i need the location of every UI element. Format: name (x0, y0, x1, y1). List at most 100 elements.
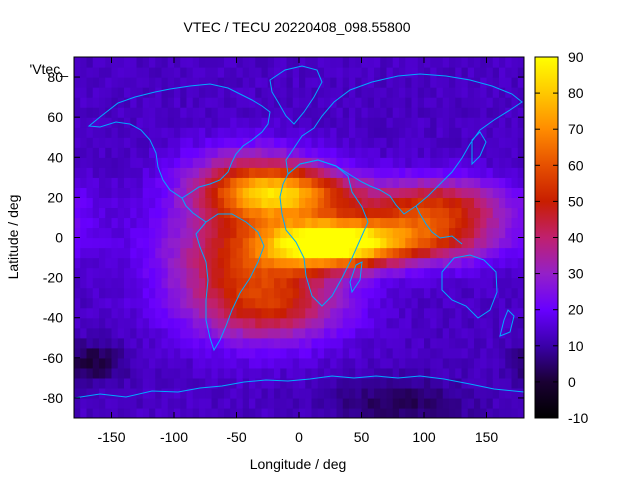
vtec-cell (374, 217, 381, 229)
vtec-cell (405, 397, 413, 409)
vtec-cell (474, 177, 481, 188)
vtec-cell (436, 97, 444, 108)
vtec-cell (486, 157, 494, 168)
vtec-cell (167, 337, 175, 349)
vtec-cell (430, 177, 438, 188)
vtec-cell (149, 177, 156, 188)
vtec-cell (167, 157, 175, 168)
vtec-cell (299, 177, 306, 188)
vtec-cell (105, 157, 113, 168)
vtec-cell (130, 57, 138, 68)
vtec-cell (186, 117, 194, 128)
vtec-cell (449, 147, 456, 158)
vtec-cell (261, 237, 269, 249)
vtec-cell (211, 137, 219, 148)
vtec-cell (486, 87, 494, 98)
vtec-cell (174, 67, 181, 78)
vtec-cell (199, 397, 206, 409)
vtec-cell (386, 397, 394, 409)
vtec-cell (292, 217, 300, 229)
vtec-cell (199, 117, 206, 128)
vtec-cell (224, 397, 231, 409)
vtec-cell (342, 407, 350, 418)
vtec-cell (230, 227, 238, 239)
vtec-cell (386, 317, 394, 329)
vtec-cell (86, 387, 94, 399)
vtec-cell (430, 407, 438, 418)
vtec-cell (180, 67, 188, 78)
vtec-cell (311, 217, 319, 229)
vtec-cell (249, 177, 256, 188)
vtec-cell (330, 407, 338, 418)
vtec-cell (374, 167, 381, 178)
vtec-cell (380, 247, 388, 259)
vtec-cell (367, 257, 375, 269)
vtec-cell (86, 377, 94, 389)
vtec-cell (449, 357, 456, 369)
vtec-cell (517, 67, 524, 78)
vtec-cell (467, 337, 475, 349)
vtec-cell (486, 57, 494, 68)
vtec-cell (399, 397, 406, 409)
vtec-cell (430, 287, 438, 299)
vtec-cell (155, 127, 163, 138)
vtec-cell (111, 187, 119, 198)
vtec-cell (461, 217, 469, 229)
vtec-cell (386, 367, 394, 379)
vtec-cell (130, 87, 138, 98)
vtec-cell (255, 207, 263, 219)
vtec-cell (405, 267, 413, 279)
vtec-cell (417, 347, 425, 359)
vtec-cell (305, 247, 313, 259)
vtec-cell (411, 187, 419, 198)
vtec-cell (474, 397, 481, 409)
vtec-cell (361, 167, 369, 178)
vtec-cell (224, 227, 231, 239)
vtec-cell (286, 187, 294, 198)
vtec-cell (217, 147, 225, 158)
vtec-cell (486, 147, 494, 158)
vtec-cell (111, 67, 119, 78)
vtec-cell (480, 97, 488, 108)
vtec-cell (505, 77, 513, 88)
vtec-cell (455, 227, 463, 239)
vtec-cell (436, 197, 444, 209)
vtec-cell (455, 407, 463, 418)
vtec-cell (261, 277, 269, 289)
vtec-cell (130, 337, 138, 349)
vtec-cell (217, 347, 225, 359)
vtec-cell (217, 207, 225, 219)
vtec-cell (480, 77, 488, 88)
vtec-cell (130, 327, 138, 339)
vtec-cell (492, 357, 500, 369)
vtec-cell (486, 267, 494, 279)
vtec-cell (142, 157, 150, 168)
vtec-cell (505, 387, 513, 399)
vtec-cell (367, 377, 375, 389)
vtec-cell (255, 57, 263, 68)
vtec-cell (86, 207, 94, 219)
vtec-cell (405, 97, 413, 108)
vtec-cell (230, 327, 238, 339)
vtec-cell (74, 407, 81, 418)
vtec-cell (274, 367, 281, 379)
vtec-cell (405, 257, 413, 269)
vtec-cell (367, 317, 375, 329)
vtec-cell (142, 387, 150, 399)
vtec-cell (99, 77, 106, 88)
vtec-cell (92, 57, 100, 68)
vtec-cell (405, 247, 413, 259)
vtec-cell (224, 367, 231, 379)
vtec-cell (242, 347, 250, 359)
vtec-cell (192, 307, 200, 319)
vtec-cell (405, 237, 413, 249)
vtec-cell (461, 387, 469, 399)
vtec-cell (92, 257, 100, 269)
vtec-cell (436, 367, 444, 379)
vtec-cell (192, 137, 200, 148)
vtec-cell (142, 147, 150, 158)
vtec-cell (424, 257, 431, 269)
vtec-cell (130, 317, 138, 329)
vtec-cell (86, 327, 94, 339)
